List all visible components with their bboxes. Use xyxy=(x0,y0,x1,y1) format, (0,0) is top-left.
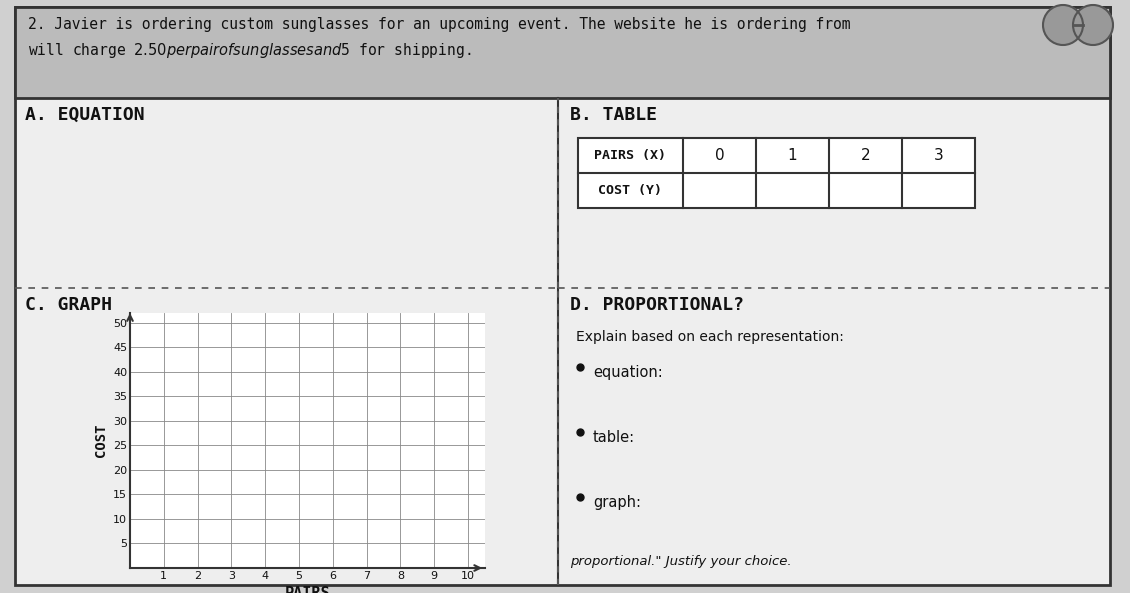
Text: 3: 3 xyxy=(933,148,944,163)
Text: 2: 2 xyxy=(861,148,870,163)
Text: graph:: graph: xyxy=(593,495,641,510)
Text: 1: 1 xyxy=(788,148,798,163)
Text: table:: table: xyxy=(593,430,635,445)
Text: B. TABLE: B. TABLE xyxy=(570,106,657,124)
Bar xyxy=(579,138,975,208)
Text: COST (Y): COST (Y) xyxy=(599,184,662,197)
Text: 2. Javier is ordering custom sunglasses for an upcoming event. The website he is: 2. Javier is ordering custom sunglasses … xyxy=(28,17,851,32)
Text: will charge $2.50 per pair of sunglasses and $5 for shipping.: will charge $2.50 per pair of sunglasses… xyxy=(28,41,471,60)
Text: Explain based on each representation:: Explain based on each representation: xyxy=(576,330,844,344)
Text: A. EQUATION: A. EQUATION xyxy=(25,106,145,124)
Circle shape xyxy=(1074,5,1113,45)
Y-axis label: COST: COST xyxy=(94,424,107,457)
Text: D. PROPORTIONAL?: D. PROPORTIONAL? xyxy=(570,296,744,314)
X-axis label: PAIRS: PAIRS xyxy=(285,586,330,593)
Circle shape xyxy=(1043,5,1083,45)
Text: proportional." Justify your choice.: proportional." Justify your choice. xyxy=(570,555,792,568)
Text: C. GRAPH: C. GRAPH xyxy=(25,296,112,314)
Text: PAIRS (X): PAIRS (X) xyxy=(594,149,667,162)
Text: equation:: equation: xyxy=(593,365,663,380)
Text: 0: 0 xyxy=(714,148,724,163)
Bar xyxy=(15,7,1110,98)
